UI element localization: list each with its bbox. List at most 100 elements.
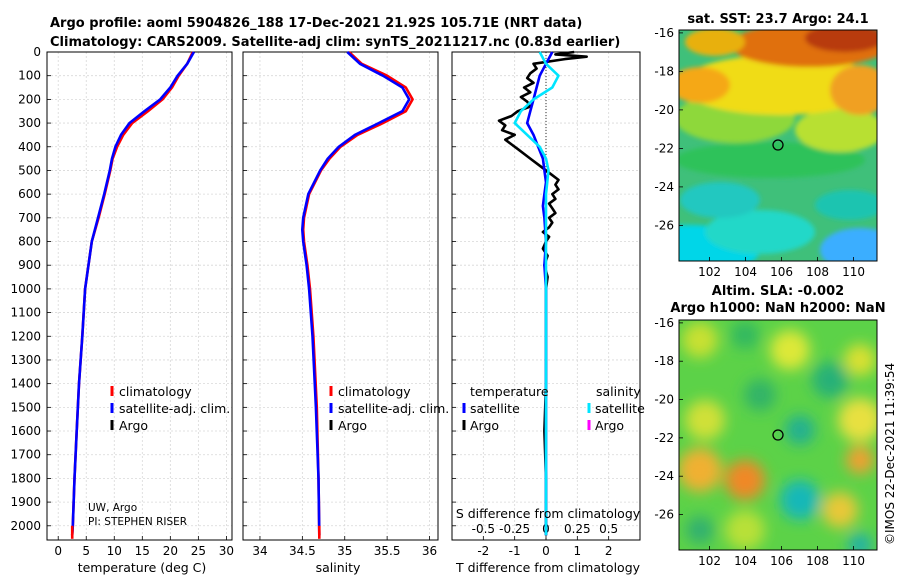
y-tick-label: 400 [18,140,41,154]
s-tick-label: 0.25 [564,522,591,536]
title-line-2: Climatology: CARS2009. Satellite-adj cli… [50,35,620,50]
x-tick-label: 20 [163,544,178,558]
sla-map-title-1: Altim. SLA: -0.002 [712,284,844,299]
legend-label-s-argo: Argo [595,418,624,433]
legend-label-satellite: satellite-adj. clim. [119,401,230,416]
plot-frame [46,51,233,541]
sla-map-frame [678,319,878,551]
sst-warm-patch [685,30,745,56]
sla-map [679,320,877,550]
plot-area [243,52,438,540]
x-tick-label: 34.5 [289,544,316,558]
legend-label-climatology: climatology [338,384,411,399]
s-tick-label: -0.5 [472,522,495,536]
satellite-line [301,51,411,536]
sla-map-title-2: Argo h1000: NaN h2000: NaN [670,301,885,316]
map-y-tick-label: -24 [654,180,674,194]
sst-mid-patch [795,108,877,152]
map-y-tick-label: -24 [654,469,674,483]
sst-hot-patch [805,30,877,52]
temperature-panel: 0100200300400500600700800900100011001200… [10,45,234,558]
sst-warm-patch [830,65,877,115]
sst-cool-patch [815,190,877,220]
sla-green-blob [812,362,848,398]
salinity-legend: climatology satellite-adj. clim. Argo [329,384,449,433]
sla-yellow-blob [838,398,877,442]
map-y-tick-label: -20 [654,393,674,407]
sla-orange-blob [725,460,765,500]
x-tick-label: 0 [54,544,62,558]
map-y-tick-label: -22 [654,431,674,445]
legend-label-t-argo: Argo [470,418,499,433]
map-x-tick-label: 104 [734,554,757,568]
institution-text: UW, Argo [88,502,137,514]
sst-cool-patch [820,228,877,261]
y-tick-label: 800 [18,235,41,249]
legend-title-salinity: salinity [596,384,641,399]
sst-mid-patch [679,142,865,178]
difference-xlabel-top: S difference from climatology [456,506,641,521]
y-tick-label: 900 [18,258,41,272]
map-x-tick-label: 106 [770,265,793,279]
x-tick-label: 25 [191,544,206,558]
map-x-tick-label: 102 [698,265,721,279]
y-tick-label: 1700 [10,448,41,462]
map-y-tick-label: -26 [654,508,674,522]
map-x-tick-label: 102 [698,554,721,568]
map-x-tick-label: 106 [770,554,793,568]
map-y-tick-label: -20 [654,103,674,117]
difference-legend: temperature salinity satellite Argo sate… [462,384,645,433]
map-y-tick-label: -18 [654,64,674,78]
sla-cyan-blob [780,480,820,520]
sst-cool-patch [680,182,760,218]
sla-green-blob [744,379,776,411]
y-tick-label: 200 [18,92,41,106]
difference-xlabel: T difference from climatology [455,560,641,575]
map-y-tick-label: -22 [654,141,674,155]
y-tick-label: 0 [33,45,41,59]
map-y-tick-label: -16 [654,316,674,330]
sla-green-blob [686,516,714,544]
x-tick-label: 35.5 [374,544,401,558]
y-tick-label: 1100 [10,306,41,320]
sla-yellow-blob [822,492,858,528]
sla-map-ticks: 102 104 106 108 110 -16 -18 -20 -22 -24 -26 [654,316,865,568]
y-tick-label: 1200 [10,329,41,343]
y-tick-label: 600 [18,187,41,201]
salinity-panel: 34 34.5 35 35.5 36 [242,51,439,558]
y-tick-label: 1800 [10,471,41,485]
x-tick-label: -1 [509,544,521,558]
y-tick-label: 1400 [10,377,41,391]
watermark-text: ©IMOS 22-Dec-2021 11:39:54 [883,363,897,545]
difference-panel: -2 -1 0 1 2-0.5 -0.25 0 0.25 0.5 [451,50,641,558]
sst-map-title: sat. SST: 23.7 Argo: 24.1 [687,12,868,27]
sst-map-frame [678,29,878,262]
x-tick-label: 35 [337,544,352,558]
sla-green-blob [785,415,815,445]
legend-label-climatology: climatology [119,384,192,399]
map-x-tick-label: 104 [734,265,757,279]
sst-map-ticks: 102 104 106 108 110 -16 -18 -20 -22 -24 -26 [654,26,865,279]
map-y-tick-label: -16 [654,26,674,40]
y-tick-label: 1900 [10,495,41,509]
sla-yellow-blob [685,400,725,440]
sla-yellow-blob [682,322,718,358]
y-tick-label: 500 [18,163,41,177]
legend-label-t-satellite: satellite [470,401,520,416]
plot-area [47,52,232,540]
sst-warm-patch [680,55,877,115]
x-tick-label: 10 [107,544,122,558]
map-x-tick-label: 110 [842,554,865,568]
title-line-1: Argo profile: aoml 5904826_188 17-Dec-20… [50,16,582,31]
sst-map-field [679,30,877,261]
sla-yellow-blob [725,510,765,550]
x-tick-label: -2 [477,544,489,558]
satellite-s-diff-line [513,51,560,536]
y-tick-label: 700 [18,211,41,225]
x-tick-label: 36 [422,544,437,558]
x-tick-label: 30 [219,544,234,558]
y-tick-label: 1000 [10,282,41,296]
legend-label-satellite: satellite-adj. clim. [338,401,449,416]
x-tick-label: 5 [82,544,90,558]
